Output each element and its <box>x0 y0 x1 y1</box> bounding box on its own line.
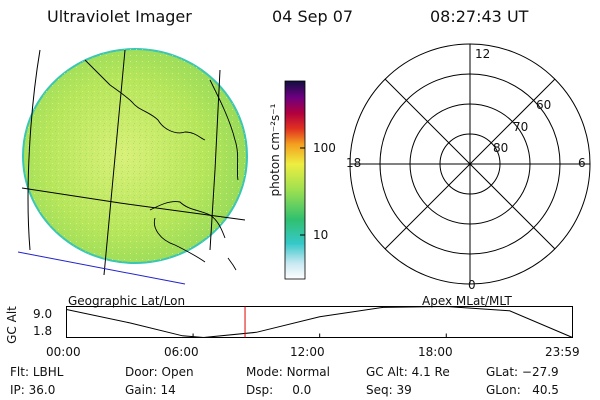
polar-diagonal-2 <box>384 78 556 250</box>
lat-label-60: 60 <box>536 98 552 112</box>
alt-ytick-top: 9.0 <box>33 307 53 321</box>
alt-xtick-0: 00:00 <box>46 345 81 359</box>
alt-ylabel: GC Alt <box>5 306 19 344</box>
status-gcalt: GC Alt: 4.1 Re <box>366 365 450 379</box>
lat-label-80: 80 <box>493 141 509 155</box>
alt-ytick-bottom: 1.8 <box>33 324 53 338</box>
status-glat: GLat: −27.9 <box>486 365 559 379</box>
alt-xtick-1: 06:00 <box>164 345 199 359</box>
geographic-label: Geographic Lat/Lon <box>68 294 186 308</box>
apex-label: Apex MLat/MLT <box>422 294 512 308</box>
flt-value: LBHL <box>32 365 64 379</box>
alt-x-ticks <box>66 333 573 338</box>
glat-value: −27.9 <box>521 365 559 379</box>
alt-xtick-3: 18:00 <box>418 345 453 359</box>
gain-value: 14 <box>160 383 176 397</box>
uv-image-panel <box>17 48 248 285</box>
seq-value: 39 <box>396 383 412 397</box>
coastline <box>84 59 239 271</box>
alt-curve <box>66 306 573 339</box>
status-ip: IP: 36.0 <box>10 383 56 397</box>
time-label: 08:27:43 UT <box>430 7 529 26</box>
alt-plot-frame <box>66 306 573 338</box>
status-seq: Seq: 39 <box>366 383 412 397</box>
status-gain: Gain: 14 <box>125 383 176 397</box>
app-title: Ultraviolet Imager <box>47 7 192 26</box>
colorbar <box>284 80 306 280</box>
status-door: Door: Open <box>125 365 194 379</box>
status-mode: Mode: Normal <box>246 365 330 379</box>
status-flt: Flt: LBHL <box>10 365 64 379</box>
dsp-value: 0.0 <box>292 383 312 397</box>
glon-value: 40.5 <box>532 383 559 397</box>
mlt-label-right: 6 <box>578 156 586 170</box>
colorbar-unit-label: photon cm⁻²s⁻¹ <box>268 103 282 197</box>
colorbar-tick-10: 10 <box>313 228 329 242</box>
geo-grid-lines <box>21 49 246 276</box>
colorbar-tick-100: 100 <box>313 141 336 155</box>
alt-plot-svg <box>66 306 573 339</box>
mlt-label-left: 18 <box>346 156 362 170</box>
mode-value: Normal <box>286 365 330 379</box>
earth-disk-image <box>22 48 248 264</box>
mlt-label-top: 12 <box>475 47 491 61</box>
ip-value: 36.0 <box>28 383 56 397</box>
status-dsp: Dsp: 0.0 <box>246 383 312 397</box>
status-glon: GLon: 40.5 <box>486 383 559 397</box>
blue-boundary-line <box>17 251 186 285</box>
date-label: 04 Sep 07 <box>272 7 354 26</box>
alt-xtick-2: 12:00 <box>290 345 325 359</box>
lat-label-70: 70 <box>513 120 529 134</box>
mlt-label-bottom: 0 <box>468 278 476 292</box>
gcalt-value: 4.1 Re <box>411 365 450 379</box>
door-value: Open <box>161 365 194 379</box>
polar-plot <box>349 43 591 285</box>
alt-xtick-4: 23:59 <box>545 345 580 359</box>
